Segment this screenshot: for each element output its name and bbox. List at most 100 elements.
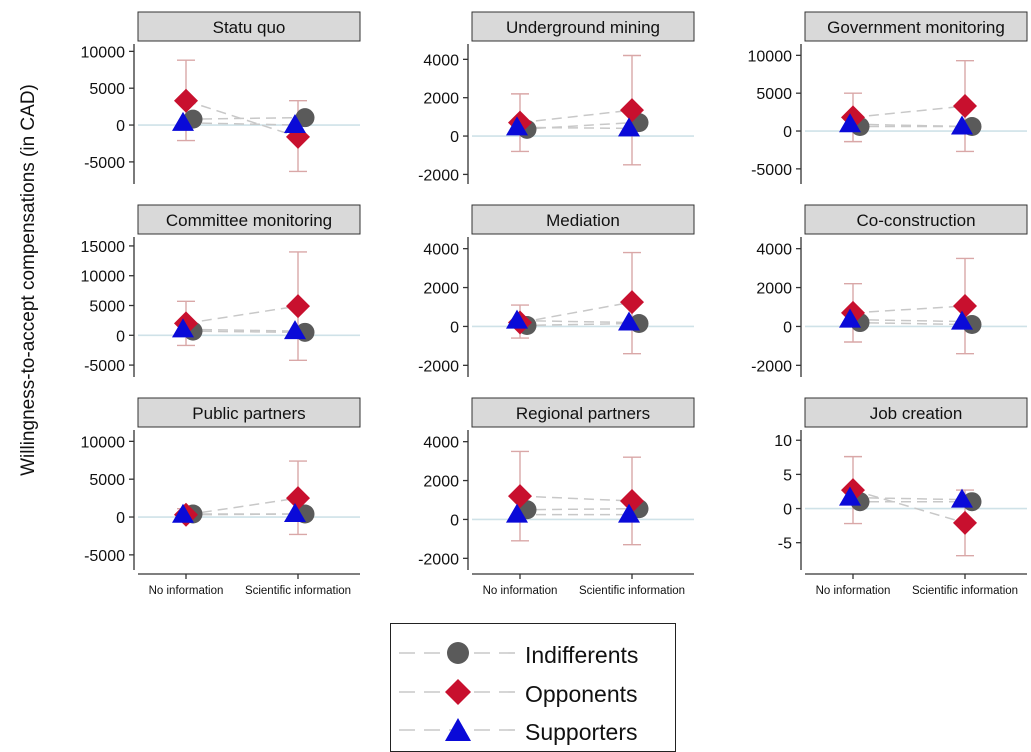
- point-supporters: [951, 115, 973, 135]
- panel-co-construction: Co-construction 4000 2000 0 -2000: [751, 204, 1028, 377]
- legend-label-opponents: Opponents: [525, 681, 638, 707]
- connector-opponents: [519, 301, 633, 324]
- x-tick-label: No information: [483, 585, 558, 597]
- point-supporters: [172, 318, 194, 338]
- connector-indifferents: [519, 508, 633, 511]
- y-tick-label: 0: [783, 502, 792, 519]
- panel-title: Regional partners: [516, 404, 650, 423]
- connector-opponents: [852, 489, 966, 524]
- point-supporters: [839, 486, 861, 506]
- y-tick-label: 2000: [423, 474, 459, 491]
- panel-header: [471, 397, 695, 428]
- connector-opponents: [185, 497, 299, 516]
- y-tick-label: -5000: [84, 358, 125, 375]
- y-tick-label: 10000: [81, 269, 126, 286]
- y-tick-label: 4000: [423, 242, 459, 259]
- point-opponents: [174, 311, 198, 336]
- legend-item-supporters: Supporters: [391, 713, 675, 749]
- y-axis-label-text: Willingness-to-accept compensations (in …: [18, 84, 39, 476]
- y-tick-label: 5000: [89, 81, 125, 98]
- y-tick-label: 4000: [423, 52, 459, 69]
- y-tick-label: -5000: [84, 155, 125, 172]
- point-supporters: [506, 309, 528, 329]
- legend-item-indifferents: Indifferents: [391, 636, 675, 672]
- point-supporters: [618, 311, 640, 331]
- point-opponents: [620, 98, 644, 123]
- panel-header: [137, 11, 361, 42]
- point-opponents: [174, 88, 198, 113]
- point-supporters: [172, 111, 194, 131]
- legend-label-indifferents: Indifferents: [525, 642, 639, 668]
- panel-title: Co-construction: [856, 211, 975, 230]
- x-tick-label: Scientific information: [912, 585, 1018, 597]
- connector-opponents: [185, 100, 299, 138]
- point-opponents: [286, 486, 310, 511]
- point-supporters: [506, 116, 528, 136]
- panel-title: Statu quo: [213, 18, 286, 37]
- y-tick-label: 5000: [756, 86, 792, 103]
- point-supporters: [284, 114, 306, 134]
- connector-supporters: [519, 319, 633, 324]
- point-opponents: [508, 484, 532, 509]
- point-opponents: [953, 510, 977, 535]
- connector-supporters: [185, 122, 299, 126]
- legend-item-opponents: Opponents: [391, 675, 675, 711]
- panel-committee-monitoring: Committee monitoring 15000 10000 5000 0 -5000: [81, 204, 361, 377]
- y-tick-label: 10000: [81, 44, 126, 61]
- y-tick-label: 0: [783, 124, 792, 141]
- panel-header: [137, 397, 361, 428]
- y-tick-label: 0: [450, 512, 459, 529]
- legend: Indifferents Opponents Supporters: [390, 623, 676, 752]
- connector-opponents: [852, 105, 966, 119]
- panel-title: Job creation: [870, 404, 963, 423]
- connector-supporters: [852, 123, 966, 128]
- point-supporters: [839, 113, 861, 133]
- connector-indifferents: [519, 322, 633, 327]
- y-tick-label: -2000: [418, 551, 459, 568]
- point-supporters: [951, 310, 973, 330]
- y-tick-label: 10000: [748, 48, 793, 65]
- y-tick-label: 0: [450, 319, 459, 336]
- point-opponents: [286, 294, 310, 319]
- panel-underground-mining: Underground mining 4000 2000 0 -2000: [418, 11, 695, 184]
- point-opponents: [953, 294, 977, 319]
- y-tick-label: 2000: [423, 281, 459, 298]
- legend-supporters-symbol: [399, 718, 517, 741]
- panel-title: Mediation: [546, 211, 620, 230]
- connector-supporters: [852, 318, 966, 323]
- x-tick-label: No information: [816, 585, 891, 597]
- point-opponents: [953, 94, 977, 119]
- y-tick-label: 5: [783, 467, 792, 484]
- connector-supporters: [185, 328, 299, 332]
- y-tick-label: -2000: [418, 167, 459, 184]
- panel-header: [804, 11, 1028, 42]
- y-tick-label: 10: [774, 433, 792, 450]
- panel-job-creation: Job creation 10 5 0 -5 No information Scientif…: [774, 397, 1028, 597]
- y-tick-label: 4000: [756, 242, 792, 259]
- panel-mediation: Mediation 4000 2000 0 -2000: [418, 204, 695, 377]
- point-supporters: [284, 503, 306, 522]
- point-supporters: [284, 320, 306, 340]
- connector-opponents: [852, 305, 966, 314]
- y-tick-label: -5: [778, 536, 792, 553]
- y-tick-label: 10000: [81, 434, 126, 451]
- panel-header: [804, 397, 1028, 428]
- y-tick-label: 2000: [423, 91, 459, 108]
- connector-indifferents: [185, 330, 299, 334]
- connector-indifferents: [185, 116, 299, 120]
- point-opponents: [841, 105, 865, 130]
- point-supporters: [618, 117, 640, 137]
- legend-opponents-symbol: [399, 679, 517, 705]
- x-tick-label: Scientific information: [245, 585, 351, 597]
- y-tick-label: -2000: [418, 358, 459, 375]
- y-tick-label: 0: [450, 129, 459, 146]
- x-tick-label: No information: [149, 585, 224, 597]
- y-tick-label: -5000: [84, 548, 125, 565]
- panel-government-monitoring: Government monitoring 10000 5000 0 -5000: [748, 11, 1028, 184]
- panel-title: Committee monitoring: [166, 211, 332, 230]
- panel-header: [804, 204, 1028, 235]
- connector-opponents: [185, 305, 299, 325]
- panel-title: Underground mining: [506, 18, 660, 37]
- point-opponents: [620, 290, 644, 315]
